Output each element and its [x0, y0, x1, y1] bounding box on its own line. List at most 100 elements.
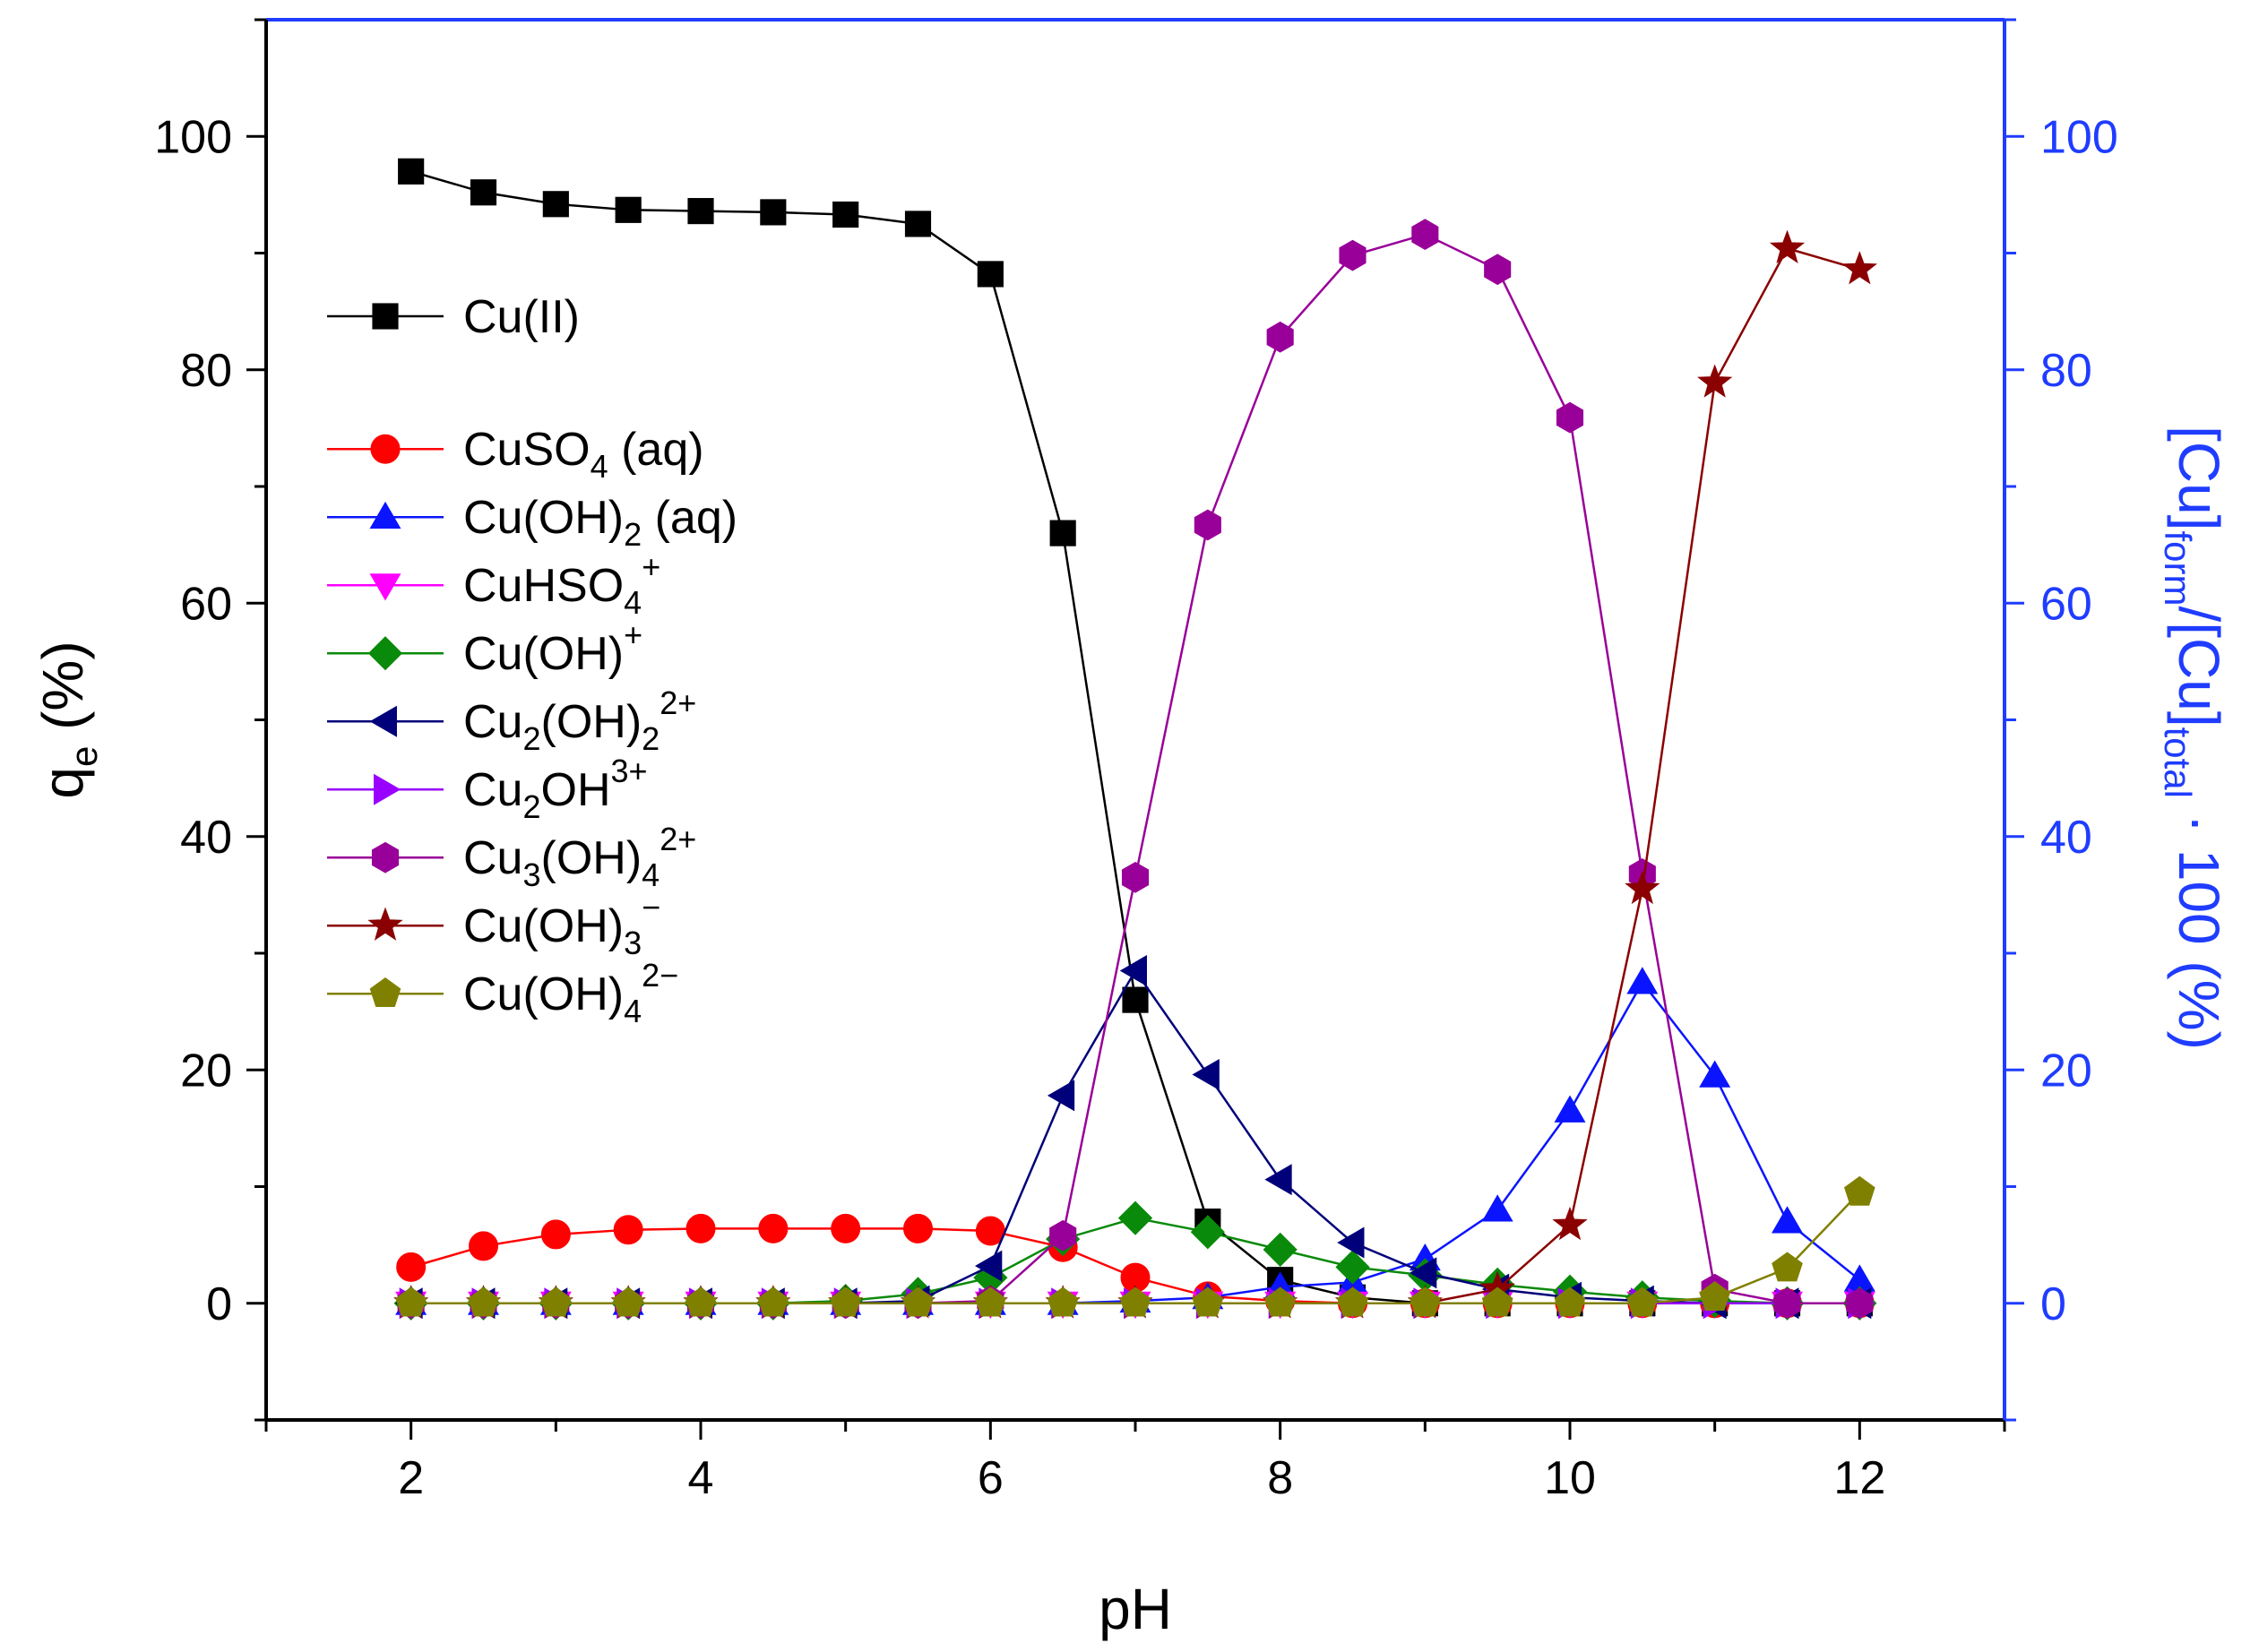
data-point	[685, 1286, 717, 1317]
data-point	[1119, 1286, 1151, 1317]
legend-item: CuSO4 (aq)	[327, 424, 704, 485]
data-point	[1554, 1286, 1586, 1317]
y-right-axis-label: [Cu]form/[Cu]total · 100 (%)	[2157, 426, 2231, 1050]
legend-label: Cu(OH)42−	[463, 957, 678, 1029]
data-point	[395, 1286, 427, 1317]
x-axis-label: pH	[1099, 1577, 1172, 1641]
series-9	[395, 1175, 1875, 1317]
data-point	[1697, 364, 1733, 398]
data-point	[1841, 251, 1877, 285]
legend-label: Cu(II)	[463, 291, 580, 343]
data-point	[1411, 219, 1439, 251]
data-point	[1192, 1058, 1220, 1090]
data-point	[398, 158, 425, 185]
y-right-tick-label: 60	[2040, 578, 2092, 630]
y-left-tick-label: 40	[180, 812, 232, 864]
data-point	[760, 199, 787, 226]
legend-marker	[369, 977, 401, 1007]
data-point	[830, 1286, 861, 1317]
legend-marker	[369, 501, 401, 529]
legend-marker	[371, 841, 400, 873]
data-point	[615, 196, 642, 223]
data-point	[1626, 967, 1659, 994]
legend-item: Cu(OH)2 (aq)	[327, 492, 737, 553]
y-right-tick-label: 80	[2040, 345, 2092, 397]
data-point	[612, 1286, 644, 1317]
legend-marker	[372, 303, 399, 330]
x-tick-label: 10	[1544, 1452, 1596, 1504]
data-point	[613, 1215, 643, 1245]
data-point	[902, 1286, 934, 1317]
legend-marker	[369, 573, 401, 601]
legend-marker	[374, 773, 401, 805]
data-point	[1625, 870, 1660, 905]
data-point	[685, 1213, 716, 1243]
data-point	[977, 261, 1004, 288]
data-point	[1192, 1286, 1224, 1317]
y-right-tick-label: 100	[2040, 111, 2118, 163]
legend-item: Cu2OH3+	[327, 753, 648, 825]
data-point	[1049, 1219, 1077, 1252]
data-point	[1264, 1164, 1292, 1196]
data-point	[1264, 1286, 1296, 1317]
legend-item: Cu(OH)42−	[327, 957, 678, 1029]
data-point	[1410, 1286, 1441, 1317]
x-tick-label: 8	[1267, 1452, 1293, 1504]
legend-label: Cu(OH)2 (aq)	[463, 492, 737, 553]
data-point	[1484, 254, 1512, 286]
data-point	[1263, 1232, 1298, 1267]
data-point	[1047, 1286, 1079, 1317]
x-tick-label: 12	[1833, 1452, 1885, 1504]
data-point	[904, 211, 932, 237]
legend-item: Cu(OH)3−	[327, 889, 660, 961]
data-point	[1117, 1200, 1153, 1235]
data-point	[1772, 1206, 1803, 1234]
legend-label: Cu3(OH)42+	[463, 821, 696, 893]
y-left-tick-label: 0	[206, 1278, 232, 1330]
data-point	[1556, 401, 1584, 434]
data-point	[1552, 1206, 1588, 1241]
data-point	[975, 1250, 1003, 1282]
legend-item: Cu2(OH)22+	[327, 684, 696, 757]
legend-marker	[367, 636, 403, 671]
data-point	[1699, 1281, 1730, 1311]
data-point	[758, 1213, 789, 1243]
legend-item: CuHSO4+	[327, 548, 660, 621]
legend-marker	[367, 907, 403, 941]
data-point	[1339, 239, 1367, 271]
data-point	[1049, 520, 1076, 546]
data-point	[1481, 1194, 1513, 1222]
data-point	[1047, 1080, 1075, 1112]
data-point	[832, 201, 859, 228]
x-tick-label: 6	[978, 1452, 1004, 1504]
series-layer	[393, 158, 1877, 1321]
data-point	[757, 1286, 789, 1317]
data-point	[687, 198, 714, 225]
axes: 2 4 6 8 10 12 0 20 40 60 80 100 0 20 40 60 80 100 pH qe (%)…	[30, 18, 2231, 1641]
legend-label: Cu(OH)+	[463, 616, 642, 680]
data-point	[1122, 986, 1149, 1013]
data-point	[1769, 229, 1806, 263]
data-point	[831, 1213, 861, 1243]
y-right-tick-label: 20	[2040, 1045, 2092, 1097]
data-point	[1190, 1215, 1225, 1250]
data-point	[1337, 1286, 1368, 1317]
legend-label: Cu2OH3+	[463, 753, 648, 825]
data-point	[1194, 509, 1221, 541]
data-point	[1121, 861, 1150, 893]
data-point	[1699, 1060, 1731, 1088]
legend-item: Cu(II)	[327, 291, 580, 343]
data-point	[1846, 1287, 1874, 1320]
data-point	[1119, 955, 1147, 987]
y-left-tick-label: 80	[180, 345, 232, 397]
data-point	[468, 1286, 499, 1317]
legend-marker	[369, 705, 397, 737]
data-point	[1335, 1250, 1370, 1285]
data-point	[903, 1213, 933, 1243]
x-tick-label: 4	[688, 1452, 714, 1504]
data-point	[1481, 1286, 1513, 1317]
data-point	[540, 1219, 571, 1250]
data-point	[1626, 1286, 1659, 1317]
data-point	[1410, 1257, 1437, 1289]
